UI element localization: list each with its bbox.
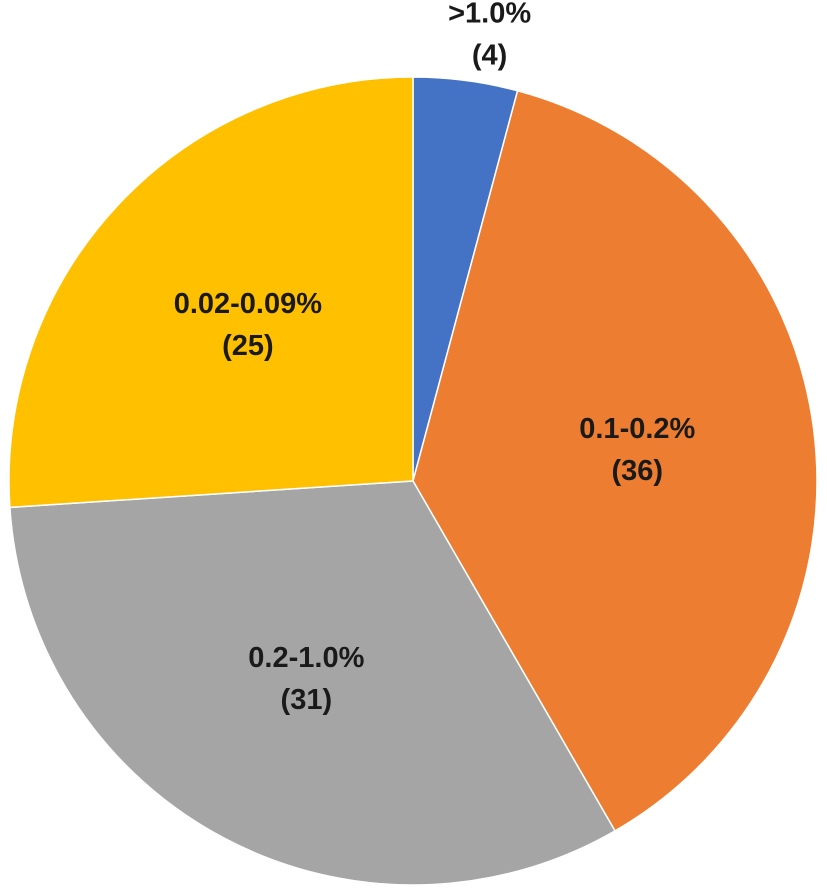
slice-value-label: (31) [281, 684, 333, 716]
slice-label: 0.1-0.2% [579, 413, 695, 445]
slice-label: 0.02-0.09% [174, 288, 323, 320]
slice-value-label: (4) [472, 39, 507, 71]
pie-slice [9, 480, 617, 886]
slice-value-label: (25) [222, 330, 274, 362]
pie-slice [412, 89, 818, 832]
slice-value-label: (36) [612, 455, 664, 487]
pie-slice [8, 76, 414, 509]
slice-label: >1.0% [448, 0, 531, 29]
slice-label: 0.2-1.0% [248, 642, 364, 674]
